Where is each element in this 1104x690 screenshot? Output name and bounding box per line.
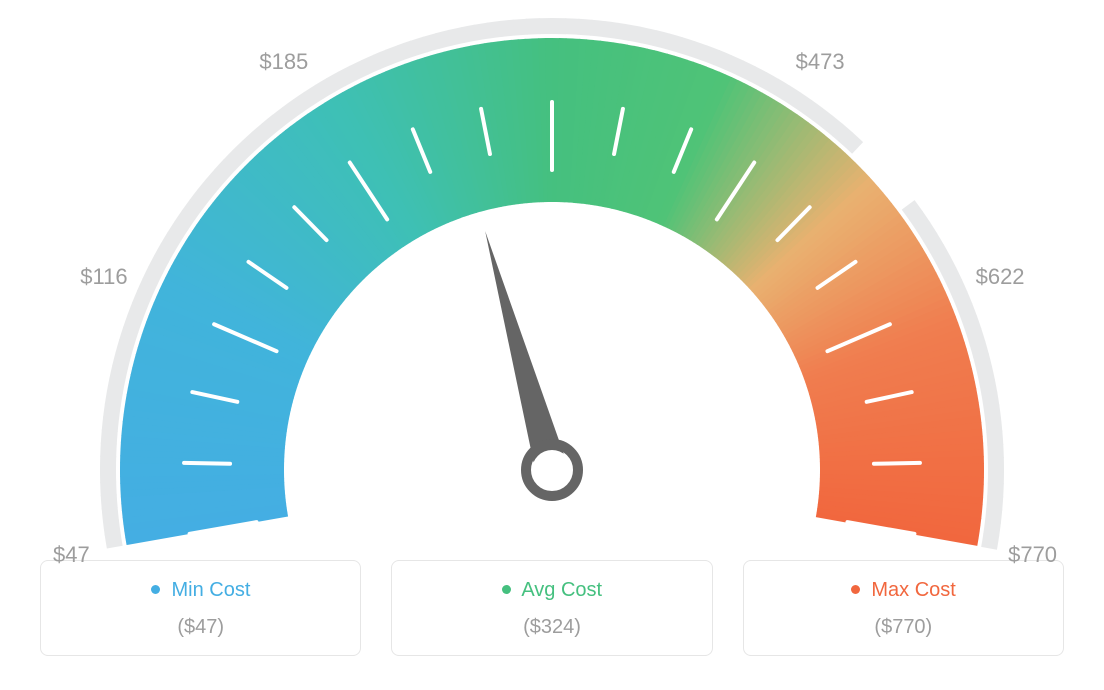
gauge-tick-label: $622 [976,264,1025,290]
legend-row: Min Cost ($47) Avg Cost ($324) Max Cost … [0,560,1104,656]
legend-min-label: Min Cost [171,579,250,601]
gauge-tick-label: $47 [53,542,90,568]
legend-card-max: Max Cost ($770) [743,560,1064,656]
legend-min-value: ($47) [51,616,350,639]
legend-max-value: ($770) [754,616,1053,639]
legend-avg-title: Avg Cost [402,579,701,602]
dot-icon [502,585,511,594]
legend-min-title: Min Cost [51,579,350,602]
gauge-tick-label: $116 [80,264,127,290]
legend-avg-value: ($324) [402,616,701,639]
gauge-svg [0,0,1104,560]
legend-max-label: Max Cost [871,579,955,601]
dot-icon [151,585,160,594]
gauge-tick-label: $473 [796,49,845,75]
gauge-tick-label: $185 [259,49,308,75]
cost-gauge-chart: $47$116$185$324$473$622$770 [0,0,1104,560]
gauge-tick-label: $770 [1008,542,1057,568]
legend-avg-label: Avg Cost [521,579,602,601]
legend-max-title: Max Cost [754,579,1053,602]
legend-card-min: Min Cost ($47) [40,560,361,656]
dot-icon [851,585,860,594]
legend-card-avg: Avg Cost ($324) [391,560,712,656]
